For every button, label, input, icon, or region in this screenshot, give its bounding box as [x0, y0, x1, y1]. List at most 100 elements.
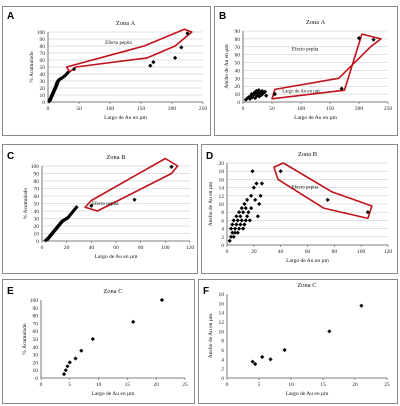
y-tick-label: 10: [34, 232, 40, 238]
x-tick-label: 0: [40, 382, 43, 388]
y-tick-label: 2: [221, 367, 224, 373]
y-tick-label: 60: [33, 329, 39, 335]
data-point: [68, 212, 73, 217]
x-tick-label: 0: [242, 106, 245, 112]
y-tick-label: 30: [40, 79, 46, 85]
y-tick-label: 70: [34, 187, 40, 193]
x-tick-label: 25: [384, 382, 390, 388]
y-tick-label: 12: [219, 194, 225, 200]
x-axis-label: Largo de Au en µm: [294, 115, 338, 121]
chart-c: 0 20 40 60 80 100 1200102030405060708090100Zon…: [23, 154, 195, 260]
chart-d: 0 20 40 60 80 100 120 0 2 4 6 8 10 12 14 16 18 20 Zona B La…: [208, 151, 393, 264]
y-tick-label: 18: [219, 169, 225, 175]
panel-e: E 0 5 10 15 20 25 0 10 20 30 40 50 60 70 80 90 100 Zona C…: [2, 279, 195, 404]
y-tick-label: 30: [33, 353, 39, 359]
data-point: [268, 357, 273, 362]
data-point: [249, 206, 254, 211]
data-point: [254, 181, 259, 186]
data-point: [253, 95, 258, 101]
panel-f-letter: F: [203, 286, 210, 297]
data-point: [132, 197, 137, 202]
chart-a: 0 50 100 150 200 2500102030405060708090100Zon…: [29, 20, 208, 121]
x-tick-label: 120: [384, 249, 393, 255]
chart-title: Zona B: [106, 154, 126, 161]
y-tick-label: 50: [40, 65, 46, 71]
x-tick-label: 0: [226, 382, 229, 388]
data-point: [236, 210, 242, 215]
data-point: [227, 238, 232, 243]
data-point: [131, 319, 136, 324]
annotation-label: Efecto pepita: [105, 41, 132, 46]
data-point: [236, 226, 242, 231]
y-tick-label: 10: [235, 92, 241, 98]
nugget-effect-outline: [65, 28, 193, 73]
y-tick-label: 20: [235, 84, 241, 90]
y-tick-label: 60: [235, 53, 241, 59]
data-point: [173, 55, 178, 60]
x-tick-label: 25: [182, 382, 188, 388]
panel-c: C 0 20 40 60 80 100 120 0 10 20 30 40 50 60 70 80 90 100 Z…: [2, 144, 198, 274]
y-tick-label: 4: [221, 357, 224, 363]
y-tick-label: 14: [219, 186, 225, 192]
x-tick-label: 0: [41, 245, 44, 251]
data-point: [235, 218, 240, 223]
panel-e-letter: E: [7, 286, 14, 297]
y-tick-label: 16: [219, 177, 225, 183]
y-tick-label: 50: [34, 202, 40, 208]
x-axis-label: Largo de Au en µm: [286, 391, 330, 397]
y-tick-label: 12: [219, 320, 225, 326]
annotation-label: Efecto pepita: [292, 48, 319, 53]
data-point: [241, 210, 246, 215]
x-axis-label: Largo de Au en µm: [95, 254, 139, 260]
data-point: [241, 226, 246, 231]
data-point: [74, 205, 79, 210]
chart-title: Zona C: [103, 288, 122, 295]
x-axis-label: Largo de Au en µm: [92, 391, 136, 397]
x-tick-label: 60: [113, 245, 119, 251]
y-tick-label: 40: [34, 209, 40, 215]
y-tick-label: 10: [40, 93, 46, 99]
chart-title: Zona A: [306, 19, 326, 26]
data-point: [242, 222, 247, 227]
data-point: [253, 197, 258, 202]
data-point: [282, 347, 287, 353]
data-point: [230, 222, 235, 227]
data-point: [260, 354, 265, 360]
x-axis-label: Largo de Au en µm: [104, 115, 148, 121]
data-point: [249, 193, 254, 198]
y-tick-label: 80: [34, 179, 40, 185]
data-point: [71, 208, 77, 213]
data-point: [71, 67, 77, 72]
data-point: [65, 364, 70, 369]
data-point: [258, 193, 263, 198]
data-point: [239, 218, 244, 223]
y-tick-label: 70: [40, 51, 46, 57]
y-axis-label: Ancho de Au en µm: [208, 181, 214, 226]
y-tick-label: 18: [219, 292, 225, 298]
data-point: [151, 60, 156, 65]
y-tick-label: 50: [235, 61, 241, 67]
x-tick-label: 40: [89, 245, 95, 251]
data-point: [234, 214, 239, 219]
data-point: [250, 169, 255, 174]
y-tick-label: 6: [221, 218, 224, 224]
y-axis-label: Ancho de Au en µm: [224, 44, 230, 89]
data-point: [169, 164, 174, 169]
annotation-label: Efecto pepita: [92, 202, 119, 207]
y-tick-label: 6: [221, 348, 224, 354]
x-tick-label: 250: [199, 106, 208, 112]
x-tick-label: 10: [288, 382, 294, 388]
panel-d-letter: D: [206, 151, 214, 162]
y-tick-label: 20: [33, 360, 39, 366]
annotation-label: Efecto pepita: [292, 185, 319, 190]
data-point: [230, 230, 235, 235]
x-tick-label: 120: [186, 245, 195, 251]
data-point: [359, 303, 364, 308]
x-tick-label: 200: [168, 106, 177, 112]
x-tick-label: 100: [357, 249, 366, 255]
data-point: [371, 37, 376, 42]
panel-a-letter: A: [7, 11, 15, 22]
data-point: [61, 372, 67, 377]
y-tick-label: 4: [221, 227, 224, 233]
x-tick-label: 0: [226, 249, 229, 255]
